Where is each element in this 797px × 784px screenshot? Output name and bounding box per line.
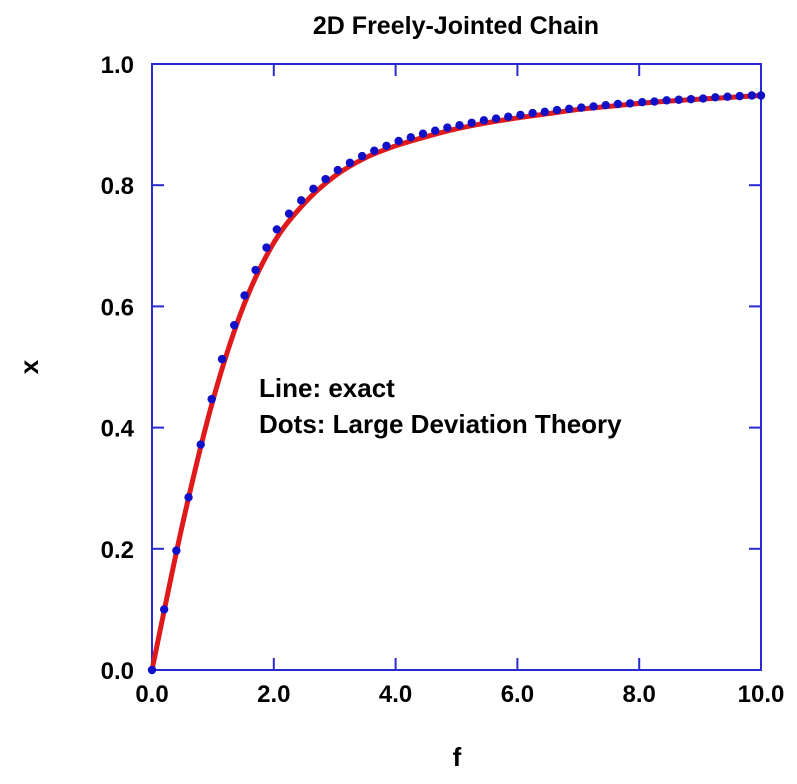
ldt-point bbox=[172, 546, 181, 555]
ldt-point bbox=[394, 136, 403, 146]
x-axis-label: f bbox=[453, 742, 462, 772]
ldt-point bbox=[240, 291, 249, 300]
ldt-point bbox=[430, 126, 440, 135]
y-tick-label: 0.0 bbox=[101, 658, 134, 685]
ldt-point bbox=[577, 103, 586, 112]
exact-series bbox=[149, 93, 764, 673]
plot-frame bbox=[151, 63, 762, 671]
ldt-point bbox=[251, 265, 260, 275]
ldt-point bbox=[516, 110, 525, 120]
ldt-point bbox=[357, 151, 367, 161]
annotation-dots: Dots: Large Deviation Theory bbox=[259, 409, 622, 439]
ldt-point bbox=[589, 102, 598, 111]
ldt-point bbox=[613, 99, 623, 109]
chart-title: 2D Freely-Jointed Chain bbox=[313, 12, 599, 40]
ldt-point bbox=[455, 121, 464, 130]
x-tick-label: 2.0 bbox=[257, 681, 290, 708]
y-axis-label: x bbox=[14, 359, 44, 374]
ldt-point bbox=[491, 114, 501, 123]
ldt-point bbox=[698, 94, 708, 103]
ldt-point bbox=[406, 133, 416, 142]
y-tick-label: 0.8 bbox=[101, 173, 134, 200]
ldt-point bbox=[159, 605, 169, 614]
ldt-point bbox=[601, 101, 610, 110]
ldt-point bbox=[321, 174, 330, 184]
ldt-series bbox=[147, 91, 766, 675]
ldt-point bbox=[147, 665, 157, 675]
x-tick-label: 6.0 bbox=[501, 681, 534, 708]
axis-ticks bbox=[151, 63, 762, 671]
exact-line bbox=[149, 93, 764, 673]
x-tick-labels: 0.0 2.0 4.0 6.0 8.0 10.0 bbox=[135, 681, 784, 708]
y-tick-label: 0.6 bbox=[101, 294, 134, 321]
ldt-point bbox=[747, 91, 757, 100]
annotation-line: Line: exact bbox=[259, 373, 395, 403]
y-tick-label: 1.0 bbox=[101, 52, 134, 79]
x-tick-label: 8.0 bbox=[623, 681, 656, 708]
ldt-point bbox=[309, 184, 318, 194]
ldt-point bbox=[540, 107, 550, 117]
ldt-point bbox=[382, 141, 391, 151]
ldt-point bbox=[479, 116, 489, 125]
ldt-point bbox=[650, 97, 659, 106]
ldt-point bbox=[418, 129, 428, 138]
ldt-point bbox=[662, 96, 671, 105]
ldt-point bbox=[564, 104, 574, 114]
ldt-point bbox=[297, 196, 306, 205]
ldt-point bbox=[333, 165, 342, 175]
ldt-point bbox=[711, 93, 720, 102]
ldt-point bbox=[184, 493, 193, 502]
ldt-point bbox=[217, 354, 227, 364]
ldt-point bbox=[345, 158, 355, 167]
ldt-point bbox=[230, 320, 239, 330]
ldt-point bbox=[674, 95, 683, 104]
ldt-point bbox=[638, 97, 647, 107]
y-tick-label: 0.2 bbox=[101, 537, 134, 564]
ldt-point bbox=[284, 209, 294, 218]
ldt-point bbox=[196, 440, 205, 449]
ldt-point bbox=[552, 105, 562, 115]
ldt-point bbox=[723, 92, 732, 101]
x-tick-label: 4.0 bbox=[379, 681, 412, 708]
x-tick-label: 0.0 bbox=[135, 681, 168, 708]
y-tick-labels: 0.0 0.2 0.4 0.6 0.8 1.0 bbox=[101, 52, 135, 685]
ldt-point bbox=[467, 118, 476, 127]
ldt-point bbox=[756, 91, 766, 100]
y-tick-label: 0.4 bbox=[101, 416, 135, 443]
ldt-point bbox=[443, 123, 452, 132]
ldt-point bbox=[686, 94, 696, 104]
ldt-point bbox=[504, 112, 513, 121]
ldt-point bbox=[207, 394, 216, 404]
ldt-point bbox=[370, 146, 379, 155]
ldt-point bbox=[528, 108, 537, 118]
ldt-point bbox=[735, 91, 744, 101]
ldt-point bbox=[262, 243, 271, 252]
ldt-point bbox=[272, 225, 282, 234]
x-tick-label: 10.0 bbox=[738, 681, 785, 708]
ldt-point bbox=[625, 99, 635, 108]
